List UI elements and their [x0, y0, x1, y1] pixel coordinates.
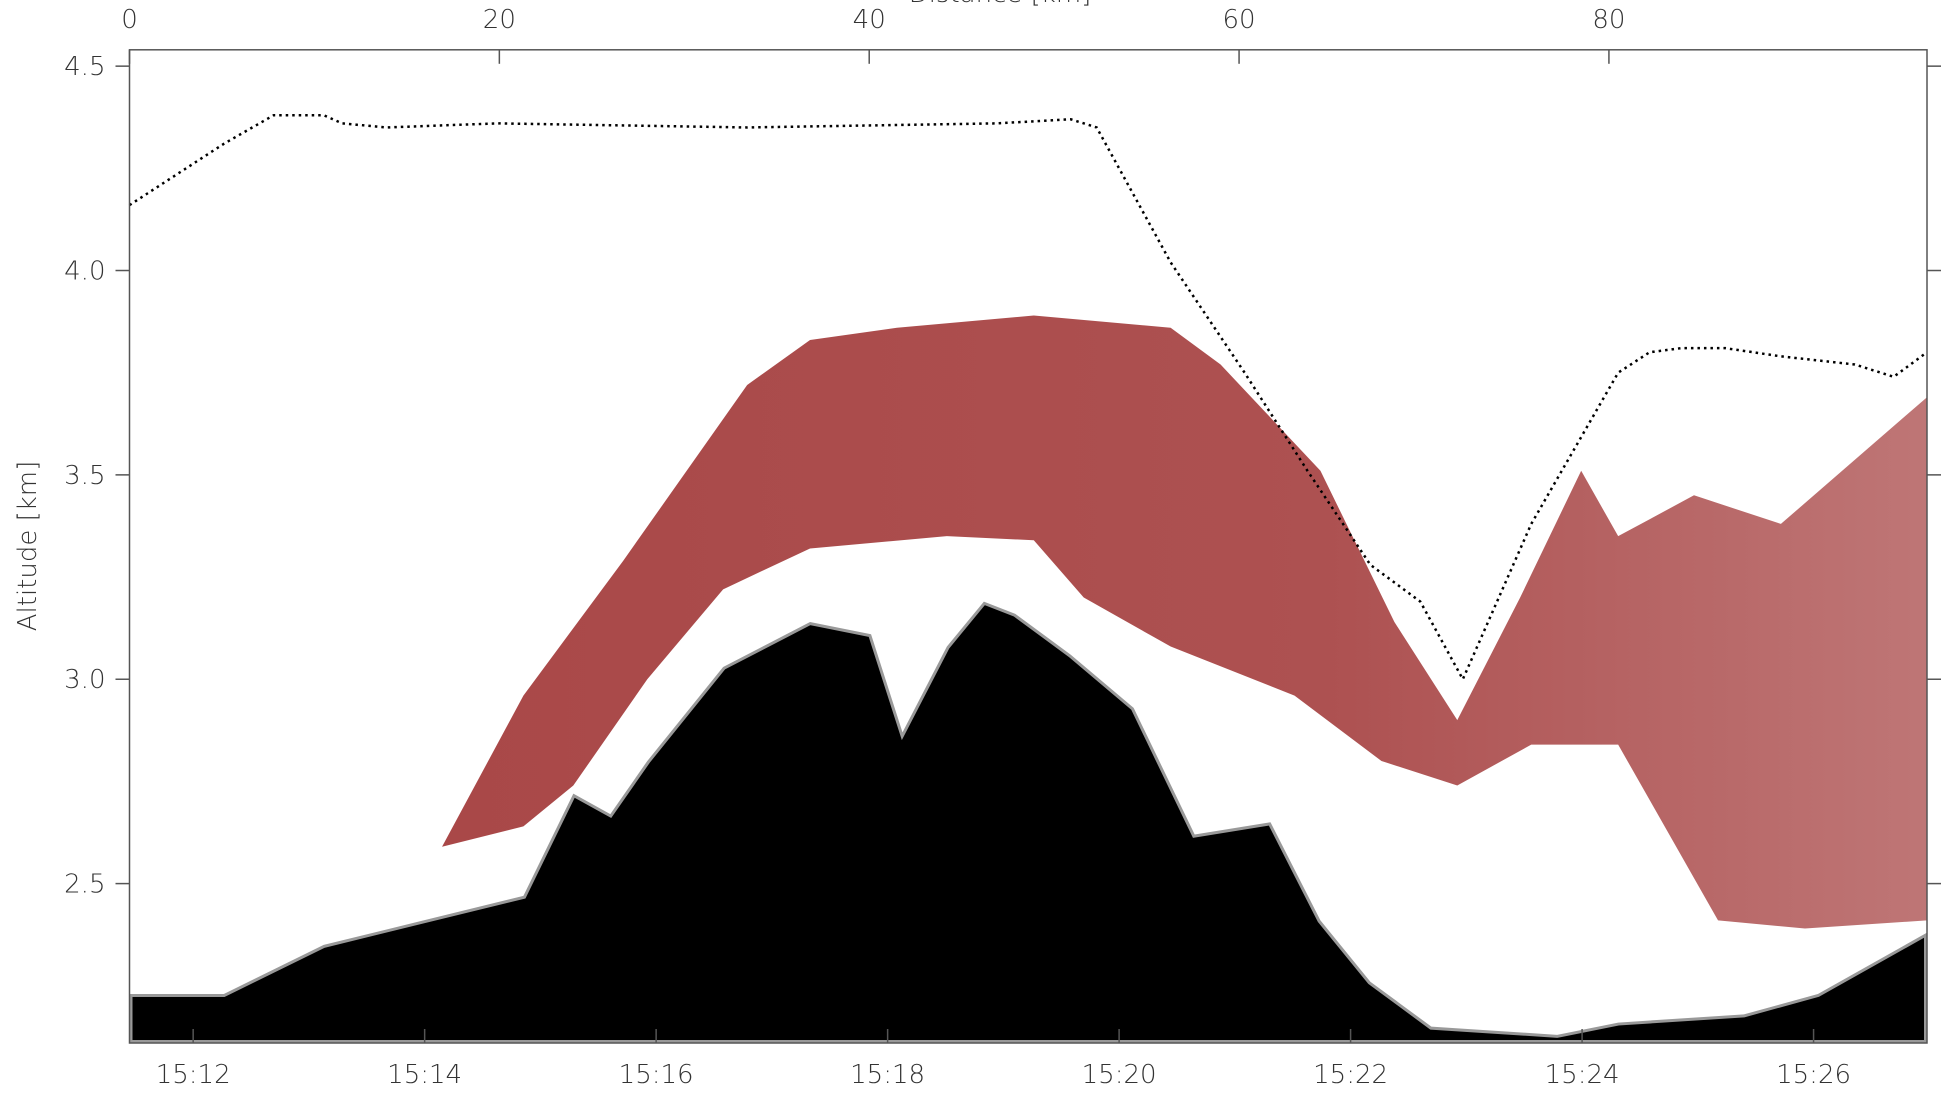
x2-tick-label: 15:18	[850, 1060, 925, 1090]
aerosol-layer	[442, 315, 1927, 929]
x-tick-label: 40	[853, 5, 886, 35]
y-axis-title: Altitude [km]	[13, 461, 43, 632]
x2-tick-label: 15:26	[1776, 1060, 1851, 1090]
y-tick-label: 2.5	[64, 870, 105, 900]
y-tick-label: 3.5	[64, 461, 105, 491]
x-tick-label: 60	[1223, 5, 1256, 35]
plot-frame	[128, 49, 1928, 1044]
ground	[126, 597, 1930, 1046]
x2-tick-label: 15:22	[1313, 1060, 1388, 1090]
x2-tick-label: 15:12	[156, 1060, 231, 1090]
x-tick-label: 0	[121, 5, 138, 35]
x-tick-label: 20	[483, 5, 516, 35]
x2-tick-label: 15:16	[619, 1060, 694, 1090]
x-axis-title: Distance [km]	[909, 0, 1092, 9]
x2-tick-label: 15:14	[387, 1060, 462, 1090]
y-tick-label: 4.5	[64, 52, 105, 82]
y-tick-label: 3.0	[64, 665, 105, 695]
x2-tick-label: 15:24	[1545, 1060, 1620, 1090]
flight-altitude	[128, 113, 1928, 683]
x2-tick-label: 15:20	[1082, 1060, 1157, 1090]
x-tick-label: 80	[1592, 5, 1625, 35]
y-tick-label: 4.0	[64, 257, 105, 287]
